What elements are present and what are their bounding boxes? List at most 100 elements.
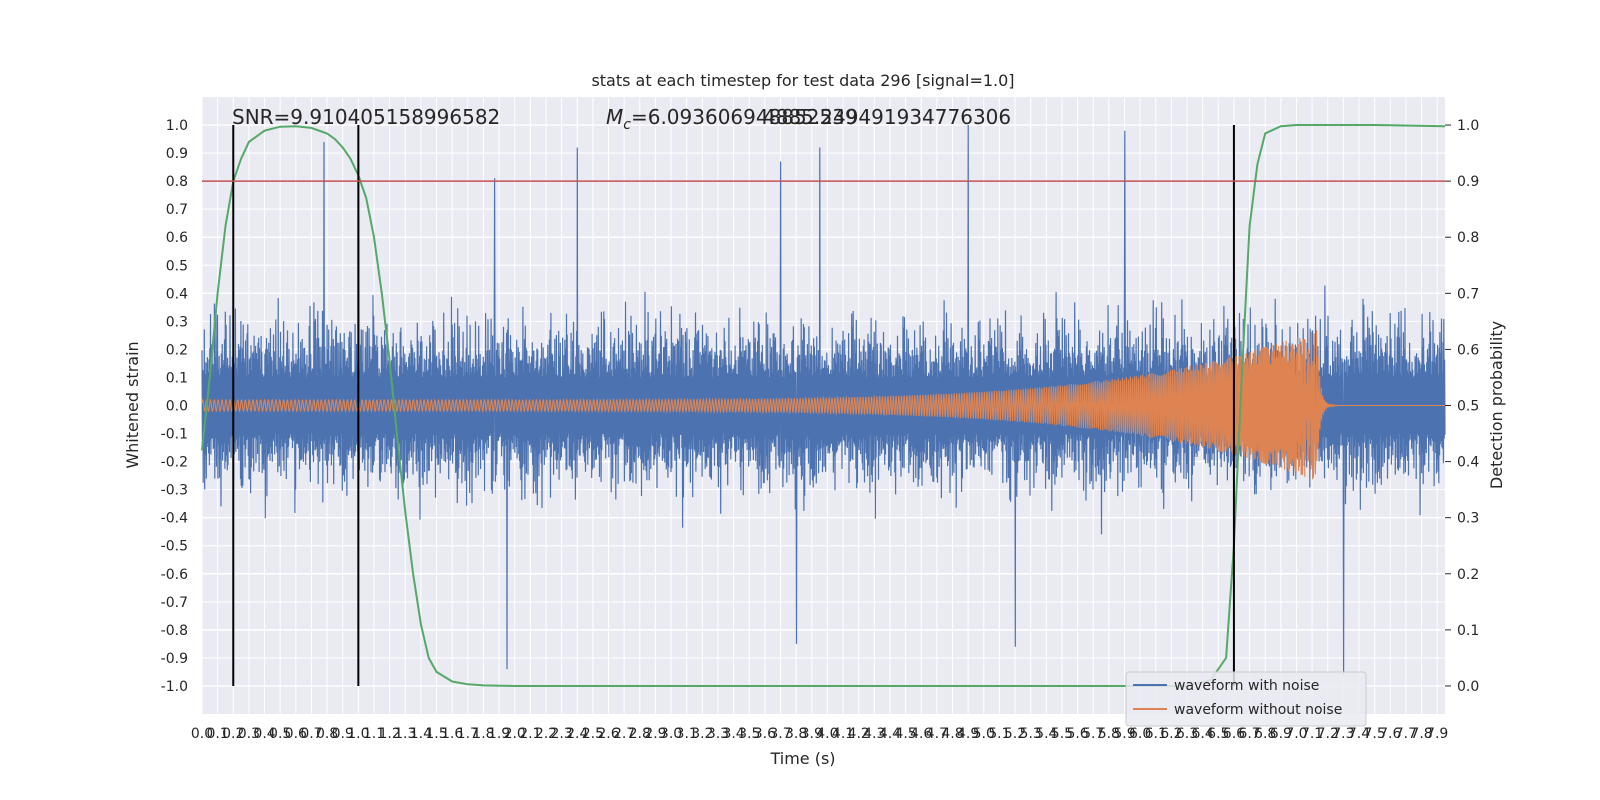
x-tick-label: 1.8 <box>472 726 494 742</box>
chart-title: stats at each timestep for test data 296… <box>591 71 1014 90</box>
x-axis-label: Time (s) <box>769 749 835 768</box>
y2-tick-label: 0.3 <box>1457 511 1479 527</box>
x-tick-label: 1.0 <box>347 726 369 742</box>
x-tick-label: 6.8 <box>1254 726 1276 742</box>
x-tick-label: 0.6 <box>285 726 307 742</box>
x-tick-label: 6.2 <box>1160 726 1182 742</box>
x-tick-label: 6.3 <box>1176 726 1198 742</box>
x-tick-label: 5.0 <box>973 726 995 742</box>
y-tick-label: 0.1 <box>166 370 188 386</box>
x-tick-label: 2.4 <box>566 726 588 742</box>
x-tick-label: 0.9 <box>332 726 354 742</box>
x-tick-label: 3.9 <box>801 726 823 742</box>
x-tick-label: 1.6 <box>441 726 463 742</box>
y-tick-label: 0.7 <box>166 202 188 218</box>
legend-label-clean: waveform without noise <box>1174 702 1342 718</box>
y2-tick-label: 0.9 <box>1457 174 1479 190</box>
y-tick-label: 0.9 <box>166 146 188 162</box>
x-tick-label: 4.8 <box>941 726 963 742</box>
x-tick-label: 2.0 <box>504 726 526 742</box>
x-tick-label: 7.5 <box>1364 726 1386 742</box>
x-tick-label: 7.7 <box>1395 726 1417 742</box>
legend-box <box>1125 671 1367 727</box>
x-tick-label: 5.7 <box>1082 726 1104 742</box>
x-tick-label: 2.7 <box>613 726 635 742</box>
x-tick-label: 7.4 <box>1348 726 1370 742</box>
y2-axis-label: Detection probability <box>1487 321 1506 489</box>
x-tick-label: 2.5 <box>582 726 604 742</box>
x-tick-label: 6.7 <box>1238 726 1260 742</box>
x-tick-label: 5.9 <box>1113 726 1135 742</box>
x-tick-label: 2.9 <box>644 726 666 742</box>
x-tick-label: 1.1 <box>363 726 385 742</box>
y-tick-label: 0.3 <box>166 314 188 330</box>
series-detection-probability <box>201 124 1446 687</box>
series-waveform-without-noise <box>201 330 1445 480</box>
x-tick-label: 5.2 <box>1004 726 1026 742</box>
x-tick-label: 5.4 <box>1035 726 1057 742</box>
x-tick-label: 6.6 <box>1223 726 1245 742</box>
y-tick-label: -0.4 <box>161 511 188 527</box>
legend-label-noise: waveform with noise <box>1174 678 1319 694</box>
x-tick-label: 1.4 <box>410 726 432 742</box>
x-tick-label: 6.5 <box>1207 726 1229 742</box>
x-tick-label: 4.9 <box>957 726 979 742</box>
y-tick-label: 0.2 <box>166 342 188 358</box>
x-tick-label: 7.9 <box>1426 726 1448 742</box>
legend: waveform with noise waveform without noi… <box>1125 671 1367 727</box>
probability-trace <box>201 124 1446 687</box>
x-tick-label: 1.7 <box>457 726 479 742</box>
y-tick-label: -0.3 <box>161 483 188 499</box>
x-tick-label: 7.2 <box>1317 726 1339 742</box>
x-tick-label: 7.8 <box>1410 726 1432 742</box>
x-tick-label: 3.6 <box>754 726 776 742</box>
x-tick-label: 7.6 <box>1379 726 1401 742</box>
y2-tick-label: 0.2 <box>1457 567 1479 583</box>
x-tick-label: 2.2 <box>535 726 557 742</box>
x-tick-label: 5.5 <box>1051 726 1073 742</box>
y-tick-label: 0.8 <box>166 174 188 190</box>
y2-tick-label: 0.4 <box>1457 455 1479 471</box>
x-tick-label: 4.5 <box>894 726 916 742</box>
y-tick-label: -1.0 <box>161 679 188 695</box>
y2-tick-label: 0.5 <box>1457 399 1479 415</box>
x-tick-label: 3.7 <box>769 726 791 742</box>
y2-axis-ticks: 1.0 0.9 0.8 0.7 0.6 0.5 0.4 0.3 0.2 0.1 0.0 <box>1445 118 1479 695</box>
y-tick-label: 1.0 <box>166 118 188 134</box>
mc-overlap-annotation: 4885.249491934776306 <box>763 105 1011 129</box>
y-axis-label: Whitened strain <box>123 341 142 468</box>
x-tick-label: 1.3 <box>394 726 416 742</box>
x-tick-label: 3.1 <box>676 726 698 742</box>
y-tick-label: -0.8 <box>161 623 188 639</box>
x-tick-label: 3.5 <box>738 726 760 742</box>
x-tick-label: 7.0 <box>1285 726 1307 742</box>
mc-annotation: Mc=6.093606948852539 <box>606 105 858 133</box>
y-tick-label: -0.7 <box>161 595 188 611</box>
x-tick-label: 1.9 <box>488 726 510 742</box>
y-tick-label: -0.9 <box>161 651 188 667</box>
x-tick-label: 0.8 <box>316 726 338 742</box>
y2-tick-label: 0.0 <box>1457 679 1479 695</box>
x-tick-label: 0.5 <box>269 726 291 742</box>
snr-annotation: SNR=9.910405158996582 <box>232 105 500 129</box>
x-tick-label: 0.3 <box>238 726 260 742</box>
x-tick-label: 1.5 <box>425 726 447 742</box>
x-tick-label: 6.4 <box>1192 726 1214 742</box>
x-tick-label: 6.0 <box>1129 726 1151 742</box>
x-tick-label: 3.8 <box>785 726 807 742</box>
x-tick-label: 2.1 <box>519 726 541 742</box>
y-tick-label: -0.2 <box>161 455 188 471</box>
x-tick-label: 3.4 <box>722 726 744 742</box>
x-tick-label: 0.7 <box>300 726 322 742</box>
y-tick-label: -0.6 <box>161 567 188 583</box>
y-tick-label: -0.1 <box>161 427 188 443</box>
x-tick-label: 4.1 <box>832 726 854 742</box>
y-tick-label: 0.5 <box>166 258 188 274</box>
x-tick-label: 4.6 <box>910 726 932 742</box>
y2-tick-label: 0.7 <box>1457 286 1479 302</box>
y-axis-ticks: 1.0 0.9 0.8 0.7 0.6 0.5 0.4 0.3 0.2 0.1 0.0 -0.1 -0.… <box>161 118 188 695</box>
x-tick-label: 0.2 <box>222 726 244 742</box>
x-tick-label: 4.0 <box>816 726 838 742</box>
x-tick-label: 6.1 <box>1145 726 1167 742</box>
y-tick-label: 0.0 <box>166 399 188 415</box>
